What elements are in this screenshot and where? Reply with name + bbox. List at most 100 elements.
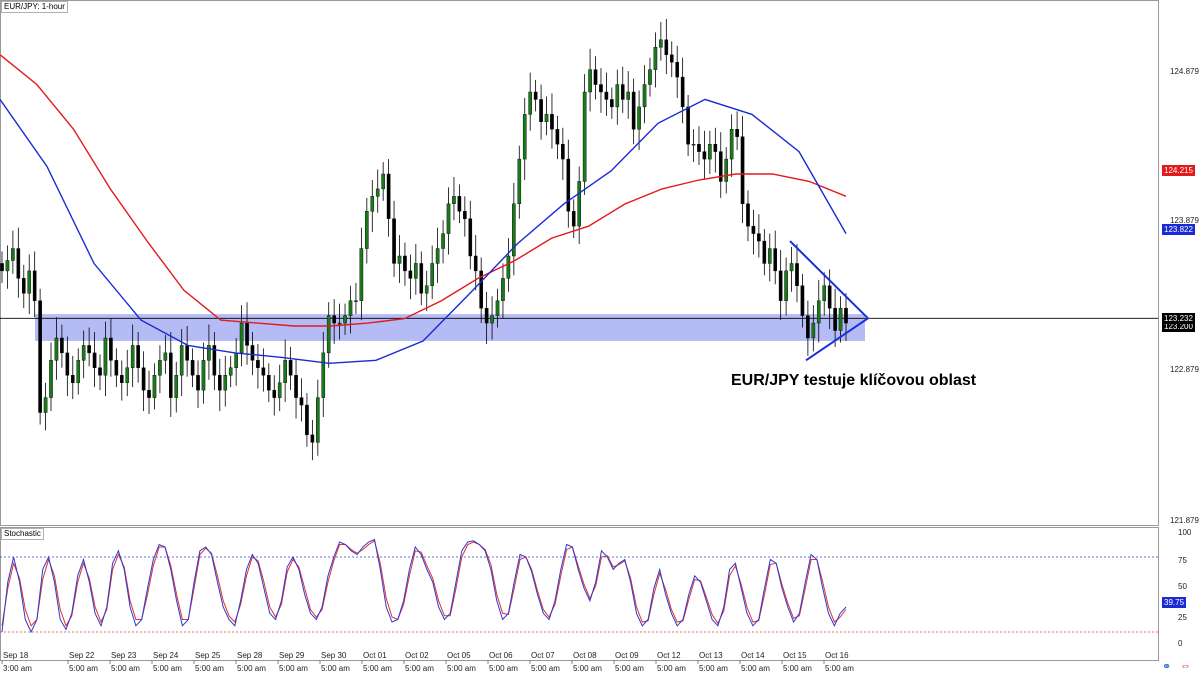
candle-body xyxy=(152,375,157,398)
candle-body xyxy=(512,203,516,257)
candle-body xyxy=(168,352,173,398)
candle-body xyxy=(473,255,478,272)
candle-body xyxy=(604,91,609,100)
candle-body xyxy=(784,270,788,301)
candle-body xyxy=(702,151,707,160)
link-icon[interactable]: ⚭ xyxy=(1162,661,1172,673)
candle-body xyxy=(403,255,407,272)
price-tag-blue-ma: 123.822 xyxy=(1162,224,1195,235)
date-label: Sep 28 xyxy=(237,651,263,660)
chart-annotation: EUR/JPY testuje klíčovou oblast xyxy=(731,372,977,389)
candle-body xyxy=(245,322,249,346)
time-label: 5:00 am xyxy=(531,664,560,673)
candle-body xyxy=(27,270,32,294)
date-label: Sep 22 xyxy=(69,651,95,660)
candle-body xyxy=(615,84,620,108)
candle-body xyxy=(70,375,75,383)
candle-body xyxy=(811,322,816,339)
candle-body xyxy=(795,263,799,286)
candle-body xyxy=(664,39,669,55)
candle-body xyxy=(321,352,326,398)
time-label: 5:00 am xyxy=(321,664,350,673)
stoch-k-line xyxy=(1,538,847,634)
candle-body xyxy=(207,345,211,361)
price-tick: 124.879 xyxy=(1170,67,1199,76)
candle-body xyxy=(550,114,554,130)
candle-body xyxy=(751,225,756,234)
price-panel-border xyxy=(0,0,1159,526)
price-tag-bid: 123.200 xyxy=(1162,321,1195,332)
candle-body xyxy=(98,367,102,376)
date-label: Oct 09 xyxy=(615,651,639,660)
candle-body xyxy=(348,300,353,316)
candle-body xyxy=(490,315,494,324)
candle-body xyxy=(631,91,636,130)
time-label: 5:00 am xyxy=(237,664,266,673)
candle-body xyxy=(310,434,315,443)
price-tick: 121.879 xyxy=(1170,516,1199,525)
candle-body xyxy=(397,255,402,264)
candle-body xyxy=(708,143,712,160)
candle-body xyxy=(354,300,358,302)
time-label: 5:00 am xyxy=(573,664,602,673)
candle-body xyxy=(283,360,287,383)
candle-body xyxy=(522,114,527,160)
time-label: 5:00 am xyxy=(741,664,770,673)
candle-body xyxy=(261,367,266,376)
candle-body xyxy=(326,315,331,354)
candle-body xyxy=(60,337,64,354)
candle-body xyxy=(735,129,739,137)
candle-body xyxy=(844,307,848,324)
candle-body xyxy=(566,158,571,212)
date-label: Sep 29 xyxy=(279,651,305,660)
candle-body xyxy=(463,211,467,219)
candle-body xyxy=(190,360,195,376)
triangle-upper-line xyxy=(789,240,869,320)
candle-body xyxy=(114,360,119,376)
candle-body xyxy=(250,345,255,361)
candle-body xyxy=(272,389,277,398)
candle-body xyxy=(495,300,500,316)
triangle-lower-line xyxy=(805,317,869,362)
candle-body xyxy=(479,270,483,309)
candle-body xyxy=(141,367,146,391)
candle-body xyxy=(87,345,91,354)
date-label: Sep 24 xyxy=(153,651,179,660)
candle-body xyxy=(593,69,598,85)
candle-body xyxy=(729,129,734,160)
candle-body xyxy=(0,263,4,272)
candle-body xyxy=(468,218,473,257)
price-tick: 123.879 xyxy=(1170,216,1199,225)
candle-body xyxy=(375,188,380,197)
candle-body xyxy=(789,263,794,272)
date-label: Oct 07 xyxy=(531,651,555,660)
candle-body xyxy=(816,300,821,324)
time-label: 5:00 am xyxy=(699,664,728,673)
price-tag-last: 123.232 xyxy=(1162,313,1195,324)
candle-body xyxy=(740,136,745,205)
candle-body xyxy=(21,278,26,294)
date-label: Oct 15 xyxy=(783,651,807,660)
candle-body xyxy=(38,300,42,413)
candle-body xyxy=(179,345,184,376)
candle-body xyxy=(626,91,630,100)
candle-body xyxy=(125,367,130,383)
candle-body xyxy=(392,218,396,264)
date-label: Oct 13 xyxy=(699,651,723,660)
candle-body xyxy=(81,345,86,361)
candle-body xyxy=(691,143,696,146)
candle-body xyxy=(544,114,549,123)
candle-body xyxy=(239,322,244,354)
date-label: Oct 06 xyxy=(489,651,513,660)
candle-body xyxy=(452,196,456,205)
stoch-level-label: 25 xyxy=(1178,613,1187,622)
time-label: 5:00 am xyxy=(489,664,518,673)
arrows-icon[interactable]: ⇔ xyxy=(1180,660,1191,672)
candle-body xyxy=(555,129,560,145)
candle-body xyxy=(571,211,576,227)
candle-body xyxy=(5,260,10,272)
candle-body xyxy=(746,203,750,227)
time-label: 5:00 am xyxy=(825,664,854,673)
